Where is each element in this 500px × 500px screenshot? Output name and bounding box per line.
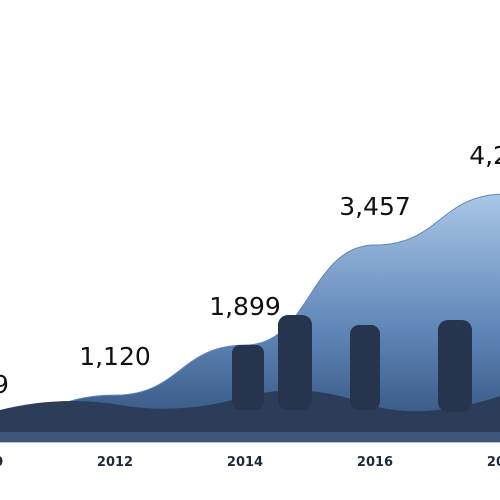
value-label: 1,120: [79, 342, 151, 371]
grass-band: [0, 390, 500, 442]
figure: [350, 325, 380, 410]
x-tick-label: 2016: [357, 455, 393, 470]
figure: [232, 345, 264, 410]
ground: [0, 315, 500, 442]
grass-strip: [0, 432, 500, 442]
x-tick-label: 2018: [487, 455, 500, 470]
x-tick-label: 2010: [0, 455, 3, 470]
figure: [278, 315, 312, 410]
value-label: 3,457: [339, 192, 411, 221]
value-label: 689: [0, 370, 9, 399]
x-tick-label: 2012: [97, 455, 133, 470]
silhouettes: [232, 315, 472, 412]
x-tick-label: 2014: [227, 455, 263, 470]
figure: [438, 320, 472, 412]
value-label: 4,250: [469, 141, 500, 170]
label-layer: 689 1,120 1,899 3,457 4,250 2010 2012 2014 2016 2…: [0, 141, 500, 470]
value-label: 1,899: [209, 292, 281, 321]
